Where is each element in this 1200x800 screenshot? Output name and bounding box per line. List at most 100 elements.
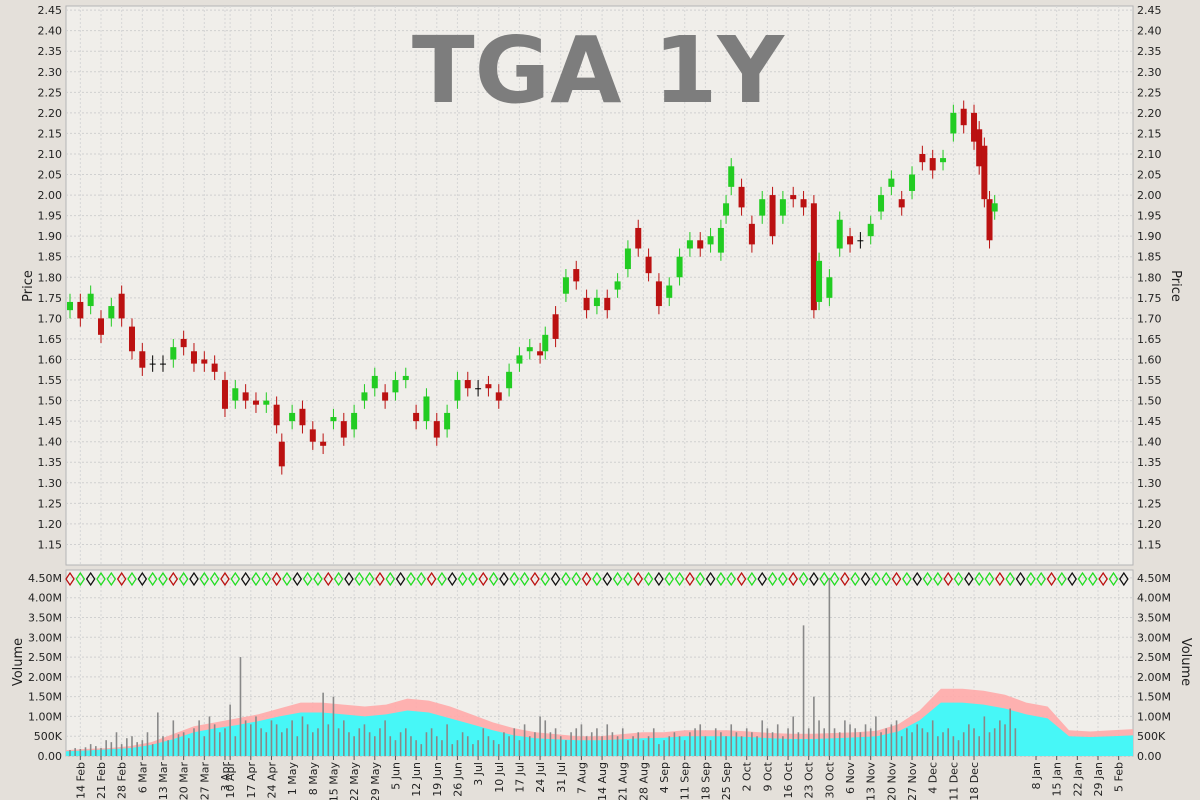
- signal-marker: [364, 571, 375, 587]
- volume-bars: [69, 577, 1017, 756]
- signal-marker: [922, 571, 933, 587]
- signal-marker: [1046, 571, 1057, 587]
- signal-marker: [1088, 571, 1098, 587]
- candle-body: [190, 351, 197, 364]
- x-tick-label: 24 Apr: [265, 762, 278, 799]
- x-tick-label: 17 Apr: [245, 762, 258, 799]
- price-tick-label-right: 1.95: [1137, 210, 1162, 223]
- volume-axis-label-left: Volume: [11, 638, 26, 686]
- signal-marker: [581, 571, 592, 587]
- price-tick-label-left: 2.10: [38, 148, 63, 161]
- grid: [66, 6, 1133, 757]
- signal-marker: [902, 571, 912, 587]
- candle-body: [986, 199, 993, 241]
- signal-marker: [602, 571, 613, 587]
- candle-body: [583, 297, 590, 311]
- signal-marker: [736, 571, 747, 587]
- price-tick-label-left: 1.85: [38, 251, 63, 264]
- candle-body: [526, 347, 533, 352]
- candle-body: [392, 380, 399, 393]
- candle-body: [495, 392, 502, 401]
- signal-marker: [964, 571, 974, 587]
- signal-marker: [674, 571, 685, 587]
- x-tick-label: 28 Aug: [637, 762, 650, 800]
- candle-body: [728, 166, 735, 187]
- signal-marker: [1119, 571, 1129, 587]
- volume-tick-label-right: 4.50M: [1137, 572, 1171, 585]
- price-tick-label-right: 1.20: [1137, 518, 1162, 531]
- price-tick-label-right: 1.35: [1137, 456, 1162, 469]
- candle-body: [361, 392, 368, 401]
- price-tick-label-right: 2.00: [1137, 189, 1162, 202]
- price-tick-label-right: 1.90: [1137, 230, 1162, 243]
- x-tick-label: 14 Feb: [74, 762, 87, 799]
- signal-marker: [189, 571, 199, 587]
- volume-tick-label-left: 0.00: [38, 750, 63, 763]
- signal-marker: [747, 571, 757, 587]
- price-tick-label-left: 1.70: [38, 312, 63, 325]
- signal-marker: [426, 571, 437, 587]
- x-tick-label: 1 May: [286, 762, 299, 796]
- x-tick-label: 19 Jun: [431, 762, 444, 797]
- candle-body: [77, 301, 84, 319]
- signal-marker: [302, 571, 313, 587]
- signal-marker: [612, 571, 623, 587]
- candle-body: [402, 375, 409, 381]
- price-tick-label-left: 2.40: [38, 25, 63, 38]
- signal-marker: [354, 571, 365, 587]
- candle-body: [573, 269, 580, 282]
- price-tick-label-left: 1.45: [38, 415, 63, 428]
- price-tick-label-left: 1.65: [38, 333, 63, 346]
- signal-marker: [344, 571, 354, 587]
- signal-marker: [1098, 571, 1108, 587]
- volume-tick-label-right: 1.00M: [1137, 710, 1171, 723]
- x-tick-label: 21 Aug: [617, 762, 630, 800]
- candle-body: [516, 355, 523, 364]
- candle-body: [454, 380, 461, 401]
- signal-marker: [271, 571, 282, 587]
- price-tick-label-left: 2.30: [38, 66, 63, 79]
- candle-body: [149, 363, 156, 365]
- price-tick-label-left: 1.30: [38, 477, 63, 490]
- candle-body: [971, 112, 978, 142]
- candle-body: [909, 174, 916, 191]
- candle-body: [624, 248, 631, 270]
- signal-marker: [85, 571, 96, 587]
- candle-body: [810, 203, 817, 311]
- candle-body: [273, 404, 280, 426]
- candle-body: [723, 203, 730, 216]
- candle-body: [263, 400, 270, 405]
- price-tick-label-right: 1.70: [1137, 312, 1162, 325]
- x-tick-label: 20 Nov: [885, 762, 898, 800]
- price-tick-label-right: 2.35: [1137, 45, 1162, 58]
- price-tick-label-left: 1.50: [38, 395, 63, 408]
- candle-body: [139, 351, 146, 368]
- x-tick-label: 24 Jul: [534, 762, 547, 793]
- signal-marker: [943, 571, 953, 587]
- signal-marker: [230, 571, 241, 587]
- candle-body: [118, 293, 125, 319]
- price-tick-label-right: 1.85: [1137, 251, 1162, 264]
- signal-marker: [530, 571, 540, 587]
- signal-marker: [116, 571, 127, 587]
- volume-tick-label-right: 2.00M: [1137, 671, 1171, 684]
- signal-marker: [168, 571, 179, 587]
- candle-body: [423, 396, 430, 422]
- volume-tick-label-left: 4.00M: [28, 592, 62, 605]
- x-tick-label: 5 Jun: [389, 762, 402, 790]
- price-tick-label-left: 1.40: [38, 436, 63, 449]
- signal-marker: [1026, 571, 1036, 587]
- signal-marker: [540, 571, 551, 587]
- price-tick-label-right: 1.30: [1137, 477, 1162, 490]
- signal-marker: [261, 571, 272, 587]
- candle-body: [485, 384, 492, 389]
- candle-body: [593, 297, 600, 307]
- price-axis-label-left: Price: [21, 270, 36, 302]
- price-tick-label-left: 1.25: [38, 497, 63, 510]
- chart-title: TGA 1Y: [412, 17, 786, 124]
- candle-body: [748, 223, 755, 245]
- candle-body: [289, 412, 296, 422]
- candle-body: [330, 417, 337, 422]
- signal-marker: [158, 571, 168, 587]
